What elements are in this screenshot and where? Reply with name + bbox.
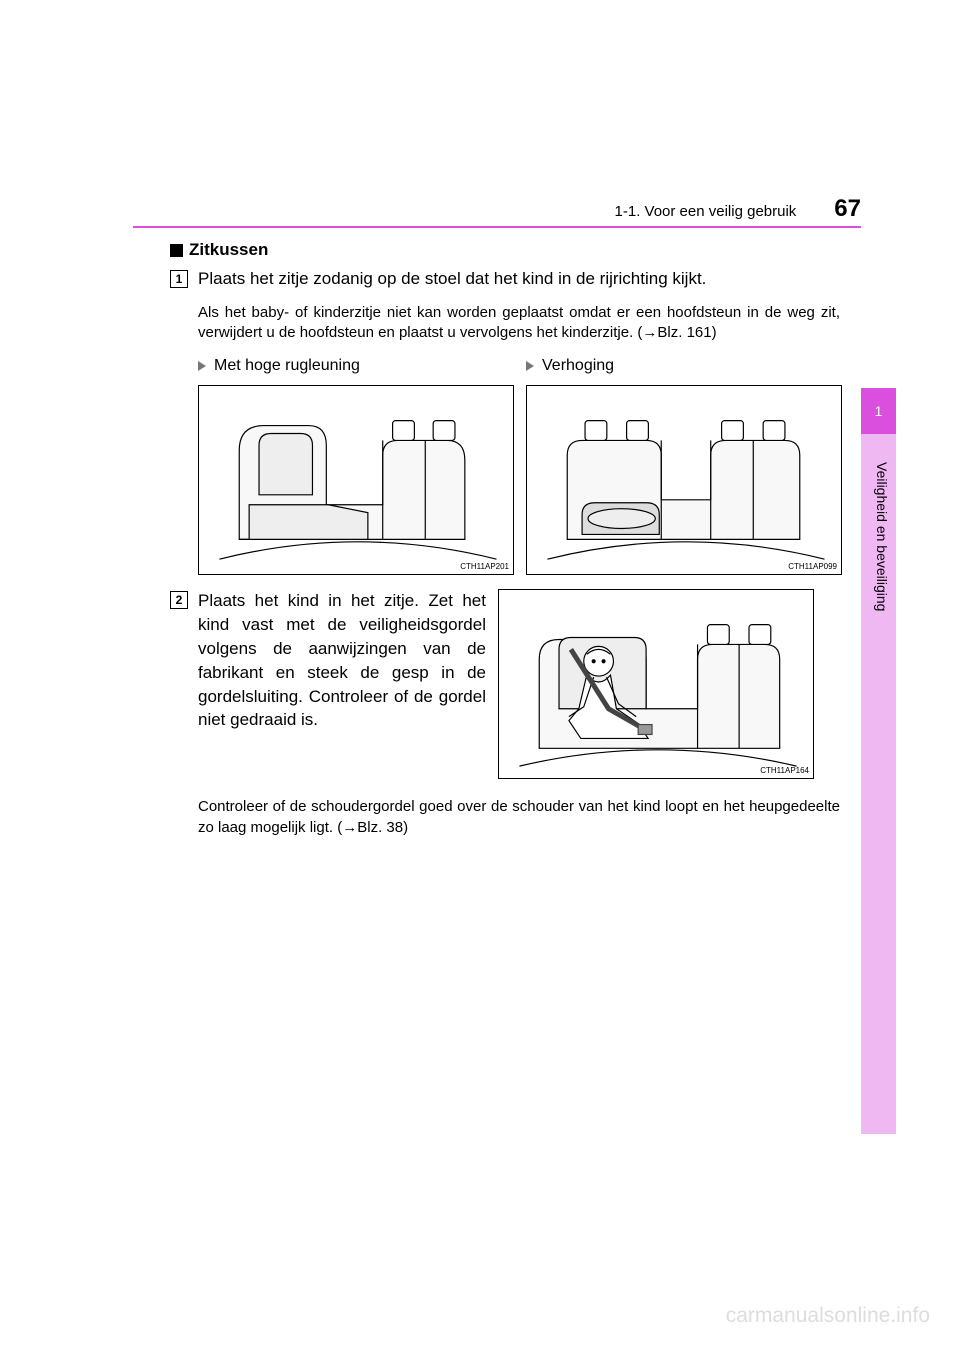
option-right-label-row: Verhoging [526,357,842,375]
heading-row: Zitkussen [170,240,840,260]
figure-high-back-code: CTH11AP201 [460,562,509,571]
step-2-left: 2 Plaats het kind in het zitje. Zet het … [170,589,486,779]
heading-text: Zitkussen [189,240,268,260]
figure-child-seated-code: CTH11AP164 [760,766,809,775]
child-seated-icon [499,590,813,778]
step-2-row: 2 Plaats het kind in het zitje. Zet het … [170,589,840,779]
step-1: 1 Plaats het zitje zodanig op de stoel d… [170,268,840,291]
page-header: 1-1. Voor een veilig gebruik 67 [133,195,861,225]
figure-booster-code: CTH11AP099 [788,562,837,571]
option-left: Met hoge rugleuning [198,357,514,575]
watermark: carmanualsonline.info [726,1304,930,1328]
triangle-icon [198,361,206,371]
header-rule [133,226,861,228]
side-tab-chapter-number: 1 [875,403,883,419]
option-right-label: Verhoging [542,357,614,375]
step-1-text: Plaats het zitje zodanig op de stoel dat… [198,268,706,291]
seat-booster-icon [527,386,841,574]
option-left-label: Met hoge rugleuning [214,357,360,375]
option-left-label-row: Met hoge rugleuning [198,357,514,375]
side-tab-label: Veiligheid en beveiliging [866,462,890,702]
heading-bullet-icon [170,244,183,257]
seat-high-back-icon [199,386,513,574]
option-right: Verhoging [526,357,842,575]
content-area: Zitkussen 1 Plaats het zitje zodanig op … [170,240,840,838]
triangle-icon [526,361,534,371]
step-2-note: Controleer of de schoudergordel goed ove… [198,797,840,838]
step-1-number: 1 [170,270,188,288]
side-tab-chapter: 1 [861,388,896,434]
section-label: 1-1. Voor een veilig gebruik [615,203,797,220]
step-2-number: 2 [170,591,188,609]
figure-booster: CTH11AP099 [526,385,842,575]
step-2-right: CTH11AP164 [498,589,814,779]
figure-child-seated: CTH11AP164 [498,589,814,779]
step-1-note: Als het baby- of kinderzitje niet kan wo… [198,303,840,344]
page-container: 1-1. Voor een veilig gebruik 67 1 Veilig… [0,0,960,1358]
figure-high-back: CTH11AP201 [198,385,514,575]
page-number: 67 [834,195,861,223]
step-2-text: Plaats het kind in het zitje. Zet het ki… [198,589,486,779]
option-columns: Met hoge rugleuning [198,357,840,575]
